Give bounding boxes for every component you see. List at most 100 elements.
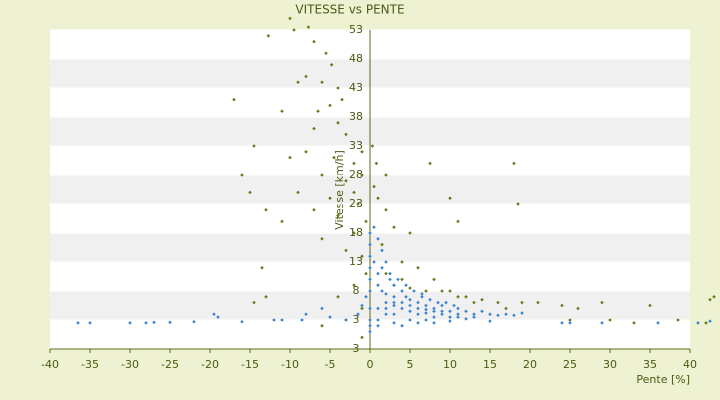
point [464, 295, 468, 299]
point [320, 80, 324, 84]
point [600, 321, 604, 325]
point [408, 309, 412, 314]
point [504, 312, 508, 316]
point [376, 237, 380, 241]
point [472, 300, 476, 305]
point [384, 271, 388, 276]
point [516, 202, 520, 206]
point [392, 225, 396, 229]
point [320, 237, 324, 241]
point [260, 266, 264, 270]
point [432, 309, 436, 314]
point [448, 319, 452, 323]
point [240, 173, 244, 177]
x-tick-label: 25 [563, 358, 577, 371]
point [536, 300, 540, 305]
point [384, 306, 388, 311]
point [304, 312, 308, 316]
point [266, 34, 271, 38]
point [368, 231, 372, 235]
point [600, 300, 604, 305]
point [704, 321, 708, 325]
point [344, 179, 348, 183]
point [560, 303, 564, 308]
point [424, 303, 428, 308]
point [408, 231, 412, 235]
point [356, 312, 360, 316]
point [424, 311, 428, 315]
x-tick-label: 15 [483, 358, 497, 371]
point [444, 300, 448, 305]
point [76, 321, 80, 325]
point [432, 315, 436, 319]
point [512, 313, 516, 318]
point [400, 300, 404, 305]
point [232, 97, 236, 102]
point [396, 277, 400, 282]
point [480, 309, 484, 314]
point [144, 321, 148, 325]
point [400, 324, 404, 328]
point [520, 311, 524, 315]
point [456, 312, 460, 316]
y-tick-label: 43 [349, 81, 363, 94]
point [324, 51, 328, 55]
point [280, 219, 284, 224]
point [340, 97, 344, 102]
point [408, 297, 412, 302]
x-tick-label: 40 [683, 358, 697, 371]
point [372, 225, 376, 229]
point [576, 306, 580, 311]
point [328, 315, 332, 319]
point [712, 295, 716, 299]
point [376, 271, 380, 276]
y-tick-label: 53 [349, 23, 363, 36]
point [384, 292, 388, 296]
point [520, 300, 524, 305]
point [404, 295, 408, 299]
point [344, 132, 348, 137]
point [336, 213, 340, 218]
point [376, 306, 380, 311]
point [372, 184, 376, 189]
x-tick-label: -40 [41, 358, 59, 371]
point [428, 297, 432, 302]
x-tick-label: 30 [603, 358, 617, 371]
point [568, 318, 572, 322]
point [400, 289, 404, 293]
point [216, 315, 220, 319]
point [360, 150, 364, 154]
y-tick-label: 28 [349, 168, 363, 181]
point [432, 321, 436, 325]
point [392, 300, 396, 305]
point [344, 318, 348, 322]
point [464, 317, 468, 321]
point [292, 28, 296, 32]
point [376, 324, 380, 328]
point [368, 242, 372, 247]
point [452, 303, 456, 308]
point [632, 321, 636, 325]
point [448, 196, 452, 200]
point [412, 289, 416, 293]
point [400, 277, 404, 282]
point [352, 161, 356, 166]
point [152, 320, 156, 325]
point [380, 242, 384, 247]
point [656, 321, 660, 325]
point [252, 300, 256, 305]
point [368, 318, 372, 322]
point [240, 319, 244, 324]
point [248, 190, 252, 195]
point [312, 39, 316, 44]
x-tick-label: 35 [643, 358, 657, 371]
point [376, 196, 380, 200]
point [440, 309, 444, 314]
point [356, 202, 360, 206]
point [192, 319, 196, 324]
y-tick-label: 23 [349, 197, 363, 210]
point [420, 292, 424, 296]
point [392, 303, 396, 308]
point [312, 126, 316, 131]
